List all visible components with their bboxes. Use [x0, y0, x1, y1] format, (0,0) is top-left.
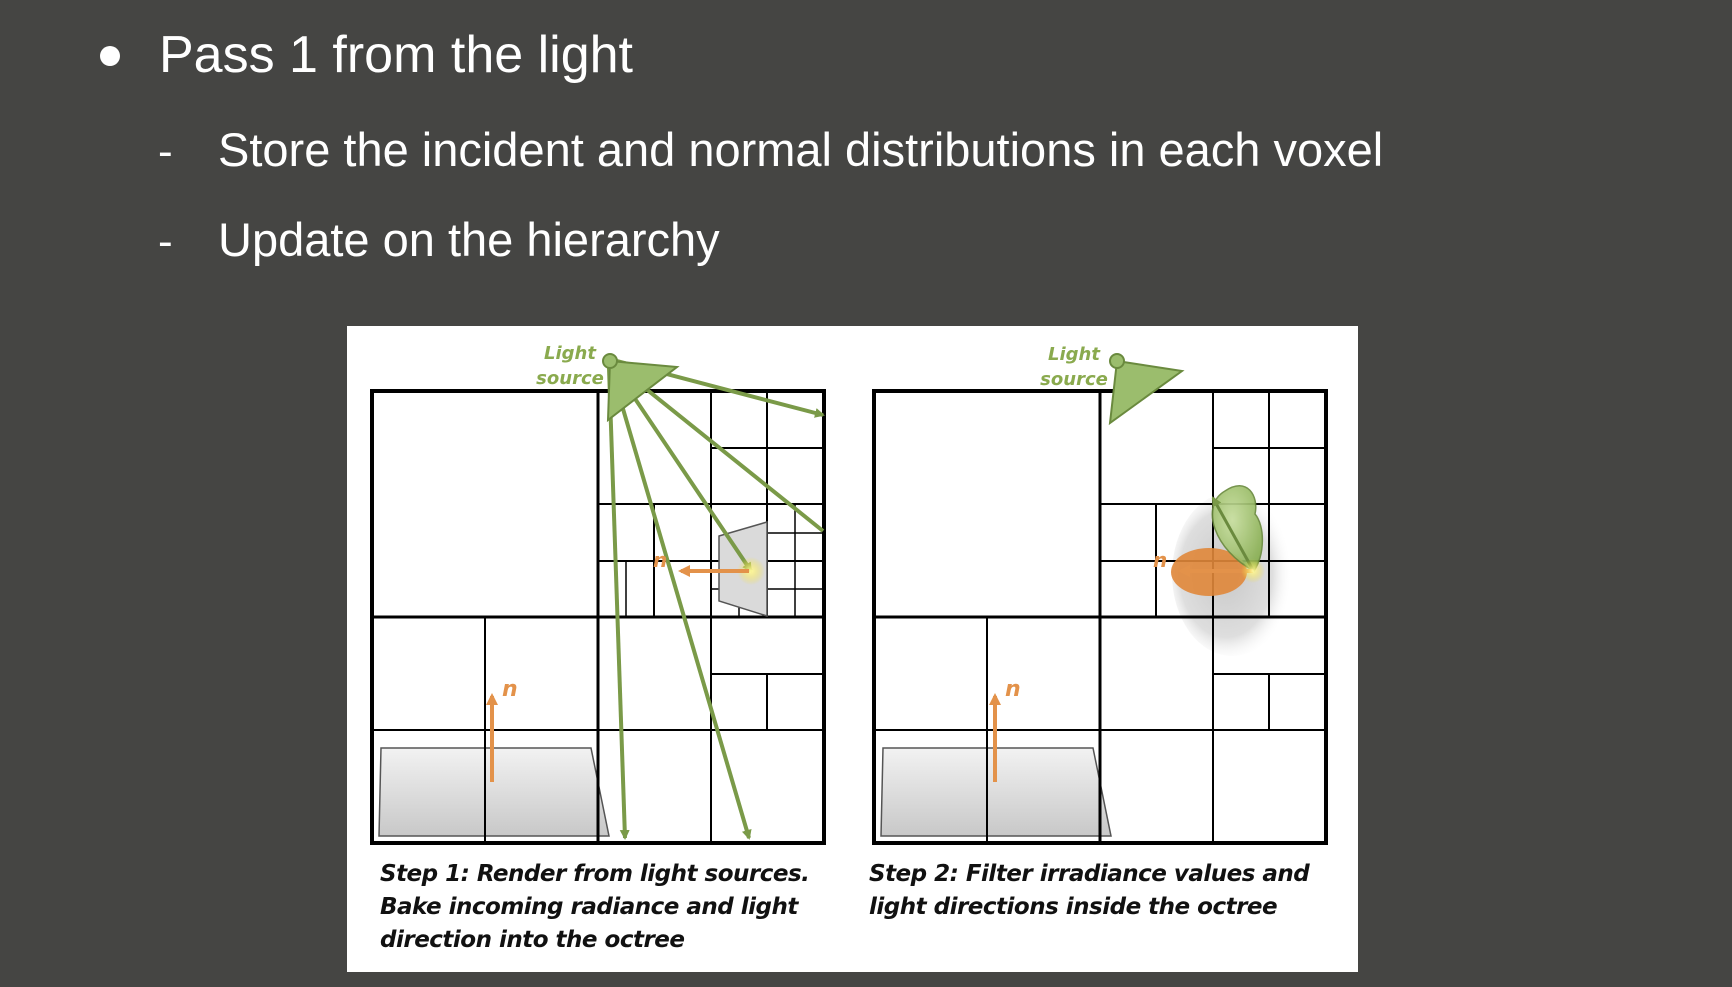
- light-label-line1: Light: [544, 343, 597, 364]
- incident-direction-arrow: [1211, 496, 1255, 571]
- lit-point-icon: [737, 557, 765, 585]
- surface-normal-label: n: [502, 677, 518, 702]
- bullet-title: Pass 1 from the light: [159, 26, 633, 84]
- panel-1-caption: Step 1: Render from light sources. Bake …: [380, 861, 810, 953]
- dash-marker: -: [158, 217, 173, 266]
- normal-label: n: [1153, 548, 1167, 572]
- dash-marker: -: [158, 127, 173, 176]
- light-label-line1: Light: [1048, 344, 1101, 365]
- light-source-icon: [1108, 353, 1185, 426]
- surface-shape: [880, 747, 1112, 837]
- light-source-icon: [602, 353, 680, 423]
- octree-figure: Light source n n: [347, 326, 1358, 972]
- panel-1: Light source n n: [370, 343, 826, 845]
- sub-bullet-text: Update on the hierarchy: [218, 213, 720, 266]
- octree-diagram: Light source n n: [370, 343, 1328, 845]
- light-label-line2: source: [536, 368, 604, 389]
- surface-shape: [378, 747, 610, 837]
- incident-distribution-lobe: [1211, 485, 1264, 572]
- light-label-line2: source: [1040, 369, 1108, 390]
- panel-2-caption: Step 2: Filter irradiance values and lig…: [869, 861, 1310, 920]
- light-rays: [607, 359, 825, 840]
- normal-label: n: [653, 548, 667, 572]
- panel-2: n Light source n: [872, 344, 1328, 845]
- bullet-dot-icon: [100, 46, 120, 66]
- sub-bullet-text: Store the incident and normal distributi…: [218, 123, 1384, 176]
- lit-point-icon: [1241, 559, 1265, 583]
- surface-normal-label: n: [1005, 677, 1021, 702]
